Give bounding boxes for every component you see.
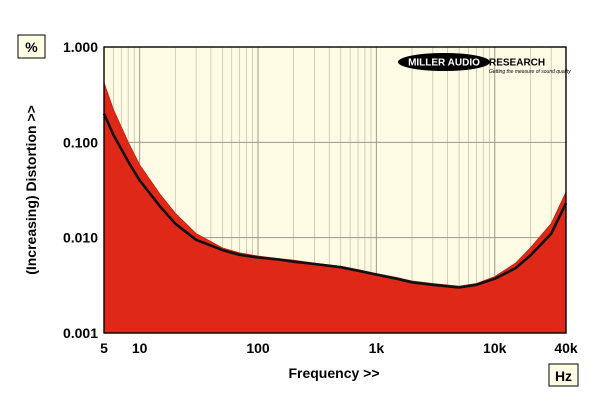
y-tick-label: 1.000	[63, 39, 98, 55]
y-tick-label: 0.100	[63, 134, 98, 150]
y-tick-label: 0.001	[63, 325, 98, 341]
logo-brand-part1: MILLER AUDIO	[408, 58, 480, 69]
x-axis-title: Frequency >>	[288, 365, 379, 381]
x-unit-box: Hz	[548, 363, 579, 387]
x-tick-label: 10k	[483, 340, 507, 356]
y-axis-title: (Increasing) Distortion >>	[23, 105, 39, 275]
brand-logo: MILLER AUDIO RESEARCH Getting the measur…	[398, 53, 571, 75]
distortion-trace	[102, 113, 568, 289]
logo-oval	[398, 53, 490, 71]
logo-brand-part2: RESEARCH	[489, 58, 545, 69]
y-tick-label: 0.010	[63, 230, 98, 246]
x-unit-label: Hz	[555, 368, 572, 384]
x-tick-label: 10	[132, 340, 148, 356]
x-tick-label: 40k	[554, 340, 578, 356]
y-unit-box: %	[17, 34, 46, 59]
x-tick-label: 1k	[369, 340, 385, 356]
y-unit-label: %	[25, 39, 38, 55]
plot-frame	[103, 46, 567, 334]
logo-tagline: Getting the measure of sound quality	[489, 69, 571, 75]
x-tick-label: 5	[100, 340, 108, 356]
x-tick-labels: 5 10 100 1k 10k 40k	[100, 340, 578, 356]
y-tick-labels: 1.000 0.100 0.010 0.001	[63, 39, 98, 341]
x-tick-label: 100	[246, 340, 270, 356]
